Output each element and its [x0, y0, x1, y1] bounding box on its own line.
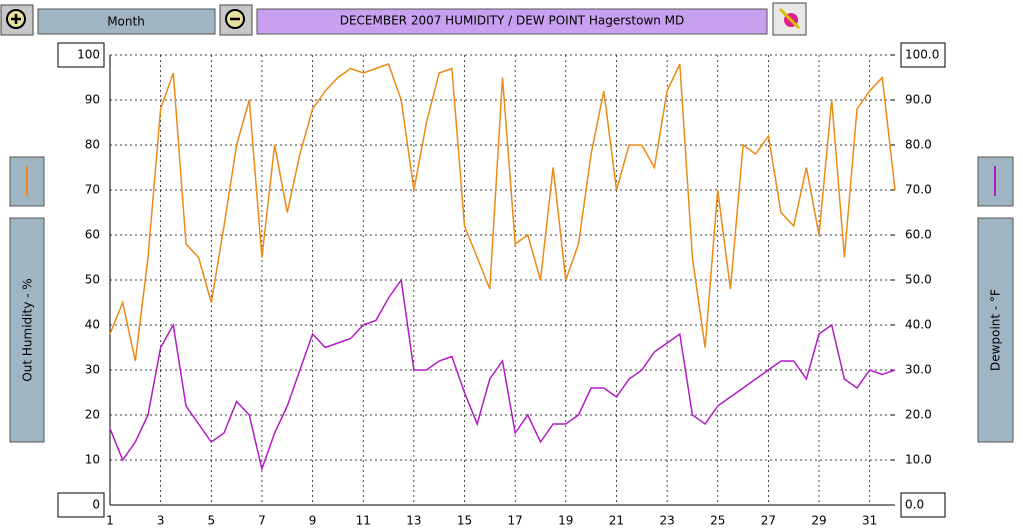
period-label: Month [107, 15, 145, 29]
y2-tick-label: 20.0 [905, 408, 932, 422]
y-axis-label: Out Humidity - % [21, 278, 35, 381]
y-tick-label: 0 [92, 498, 100, 512]
tick-box [57, 492, 105, 518]
chart-title: DECEMBER 2007 HUMIDITY / DEW POINT Hager… [340, 14, 685, 28]
tick-box [900, 492, 946, 518]
options-icon[interactable] [772, 2, 807, 36]
y-tick-label: 90 [85, 93, 100, 107]
y2-tick-label: 60.0 [905, 228, 932, 242]
x-tick-label: 3 [157, 514, 165, 528]
y-tick-label: 10 [85, 453, 100, 467]
x-tick-label: 29 [811, 514, 826, 528]
y-tick-label: 80 [85, 138, 100, 152]
y2-tick-label: 0.0 [905, 498, 924, 512]
x-tick-label: 13 [406, 514, 421, 528]
x-tick-label: 25 [710, 514, 725, 528]
x-tick-label: 17 [508, 514, 523, 528]
y2-tick-label: 80.0 [905, 138, 932, 152]
tick-box [900, 42, 946, 68]
y2-tick-label: 90.0 [905, 93, 932, 107]
y2-tick-label: 50.0 [905, 273, 932, 287]
series-line [109, 278, 896, 472]
y2-tick-label: 10.0 [905, 453, 932, 467]
y-tick-label: 100 [77, 48, 100, 62]
y2-axis-panel [977, 217, 1014, 443]
y-axis-panel [9, 217, 45, 443]
x-tick-label: 11 [356, 514, 371, 528]
y2-tick-label: 100.0 [905, 48, 939, 62]
y-tick-label: 60 [85, 228, 100, 242]
y-tick-label: 50 [85, 273, 100, 287]
y-tick-label: 30 [85, 363, 100, 377]
x-tick-label: 7 [258, 514, 266, 528]
title-bar [256, 8, 768, 35]
x-tick-label: 21 [609, 514, 624, 528]
y-tick-label: 70 [85, 183, 100, 197]
y-tick-label: 40 [85, 318, 100, 332]
y2-tick-label: 40.0 [905, 318, 932, 332]
period-button[interactable] [37, 8, 216, 35]
y2-axis-label: Dewpoint - °F [989, 289, 1003, 371]
zoom-in-button[interactable] [0, 4, 34, 36]
x-tick-label: 23 [659, 514, 674, 528]
x-tick-label: 19 [558, 514, 573, 528]
x-tick-label: 27 [761, 514, 776, 528]
series-line [109, 63, 896, 362]
zoom-out-button[interactable] [219, 4, 253, 36]
tick-box [57, 42, 105, 68]
x-tick-label: 15 [457, 514, 472, 528]
y-tick-label: 20 [85, 408, 100, 422]
x-tick-label: 31 [862, 514, 877, 528]
y2-tick-label: 30.0 [905, 363, 932, 377]
x-tick-label: 9 [309, 514, 317, 528]
x-tick-label: 5 [207, 514, 215, 528]
x-tick-label: 1 [106, 514, 114, 528]
y2-tick-label: 70.0 [905, 183, 932, 197]
